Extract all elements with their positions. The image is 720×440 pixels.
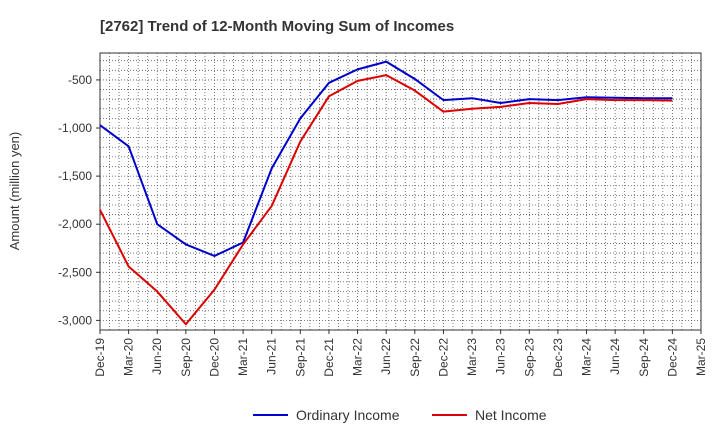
x-tick-label: Dec-24 <box>665 338 679 377</box>
x-tick-label: Mar-22 <box>351 338 365 376</box>
x-tick-label: Jun-22 <box>379 338 393 375</box>
x-tick-label: Jun-24 <box>608 338 622 375</box>
x-tick-label: Dec-23 <box>551 338 565 377</box>
x-tick-label: Mar-24 <box>580 338 594 376</box>
series-lines <box>99 60 673 326</box>
y-tick-label: -1,000 <box>58 121 92 135</box>
y-tick-label: -1,500 <box>58 169 92 183</box>
x-tick-label: Sep-21 <box>293 338 307 377</box>
y-axis-label: Amount (million yen) <box>7 132 22 251</box>
grid <box>100 53 701 330</box>
x-tick-label: Mar-25 <box>694 338 708 376</box>
y-tick-label: -2,500 <box>58 265 92 279</box>
y-tick-label: -3,000 <box>58 313 92 327</box>
series-line-ordinary-income <box>99 60 673 257</box>
x-tick-label: Jun-20 <box>150 338 164 375</box>
x-tick-label: Dec-21 <box>322 338 336 377</box>
x-tick-label: Sep-23 <box>522 338 536 377</box>
chart-title: [2762] Trend of 12-Month Moving Sum of I… <box>100 18 454 35</box>
x-tick-label: Sep-22 <box>408 338 422 377</box>
x-tick-label: Dec-19 <box>93 338 107 377</box>
axes: -500 -1,000 -1,500 -2,000 -2,500 -3,000Dec-19… <box>58 52 708 377</box>
plot-frame <box>99 52 702 331</box>
series-line-net-income <box>99 74 673 326</box>
y-tick-label: -2,000 <box>58 217 92 231</box>
legend-label: Ordinary Income <box>296 407 400 423</box>
x-tick-label: Mar-20 <box>122 338 136 376</box>
x-tick-label: Sep-24 <box>637 338 651 377</box>
x-tick-label: Mar-23 <box>465 338 479 376</box>
x-tick-label: Jun-23 <box>494 338 508 375</box>
legend-label: Net Income <box>475 407 547 423</box>
x-tick-label: Dec-22 <box>436 338 450 377</box>
legend: Ordinary Income Net Income <box>253 407 547 423</box>
x-tick-label: Jun-21 <box>265 338 279 375</box>
x-tick-label: Dec-20 <box>207 338 221 377</box>
x-tick-label: Sep-20 <box>179 338 193 377</box>
x-tick-label: Mar-21 <box>236 338 250 376</box>
y-tick-label: -500 <box>68 73 92 87</box>
